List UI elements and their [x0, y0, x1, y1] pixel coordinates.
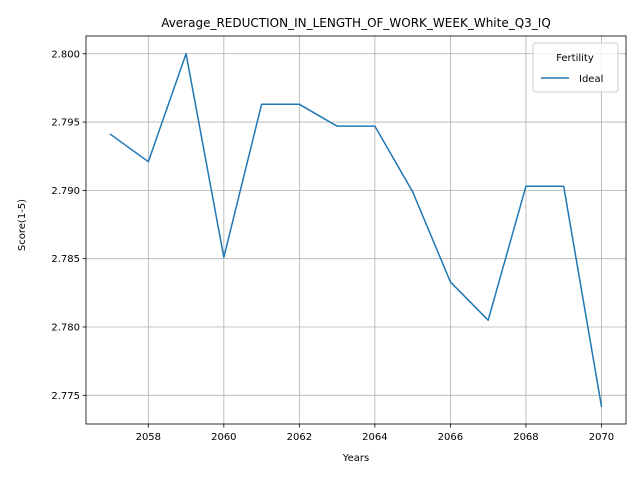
legend-label-ideal: Ideal	[579, 74, 603, 85]
legend: Fertility Ideal	[532, 42, 619, 93]
y-tick-label: 2.780	[51, 323, 80, 334]
legend-title: Fertility	[556, 53, 594, 64]
series-line-ideal	[109, 53, 603, 408]
x-tick-label: 2058	[136, 432, 161, 443]
x-axis-ticks: 2058 2060 2062 2064 2066 2068 2070	[136, 424, 614, 443]
y-tick-label: 2.785	[51, 254, 80, 265]
y-tick-label: 2.775	[51, 391, 80, 402]
x-tick-label: 2064	[362, 432, 387, 443]
x-tick-label: 2062	[287, 432, 312, 443]
y-tick-label: 2.800	[51, 49, 80, 60]
x-tick-label: 2066	[438, 432, 463, 443]
y-axis-ticks: 2.775 2.780 2.785 2.790 2.795 2.800	[51, 49, 86, 402]
legend-box	[532, 42, 619, 93]
y-tick-label: 2.795	[51, 118, 80, 129]
chart-title: Average_REDUCTION_IN_LENGTH_OF_WORK_WEEK…	[161, 16, 551, 30]
x-tick-label: 2060	[211, 432, 236, 443]
grid-lines	[86, 36, 626, 424]
x-axis-label: Years	[342, 453, 369, 464]
y-axis-label: Score(1-5)	[17, 199, 28, 251]
series-layer	[109, 53, 603, 408]
x-tick-label: 2068	[513, 432, 538, 443]
x-tick-label: 2070	[589, 432, 614, 443]
y-tick-label: 2.790	[51, 186, 80, 197]
plot-frame	[85, 35, 627, 425]
